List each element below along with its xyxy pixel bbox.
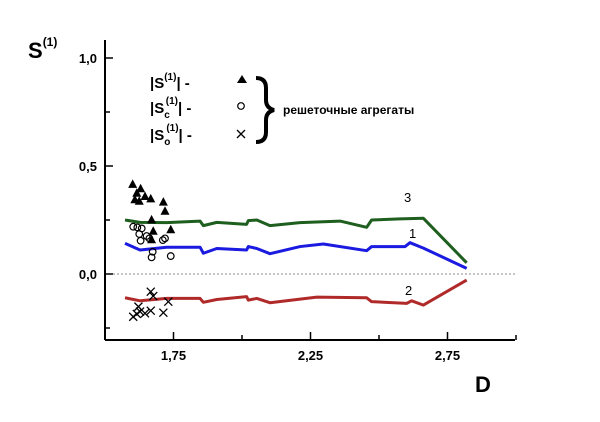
legend-cross-marker	[236, 129, 246, 139]
circle-point	[161, 234, 169, 243]
circle-point	[136, 236, 145, 245]
chart-marks: 3 1 2	[124, 179, 468, 322]
legend-tail: | -	[179, 127, 192, 144]
y-tick-label: 1,0	[79, 51, 97, 66]
legend-base: |S	[150, 100, 164, 117]
series-label-1: 1	[409, 226, 416, 241]
legend-base: |S	[150, 127, 164, 144]
x-axis-label: D	[475, 372, 491, 397]
legend-triangle-marker	[237, 75, 247, 83]
cross-point	[146, 306, 156, 316]
legend-brace	[255, 76, 275, 144]
cross-point	[158, 308, 168, 318]
x-tick-label: 1,75	[161, 348, 186, 363]
cross-point	[132, 309, 142, 319]
legend-entry-2: |So (1)| -	[150, 123, 192, 148]
series-line-3	[124, 216, 468, 264]
axes: 1,0 0,5 0,0 1,75 2,25 2,75	[79, 40, 517, 363]
circle-point	[166, 252, 175, 260]
series-line-2	[124, 278, 468, 307]
circle-point	[129, 222, 138, 231]
legend-tail: | -	[176, 75, 189, 92]
triangle-point	[132, 188, 142, 197]
series-label-3: 3	[404, 190, 411, 205]
cross-point	[148, 291, 158, 301]
legend-base: |S	[150, 75, 164, 92]
triangle-point	[146, 193, 156, 203]
legend-sub: c	[164, 110, 170, 121]
legend-entry-1: |Sc (1)| -	[150, 96, 191, 121]
y-axis-label-sup: (1)	[43, 35, 58, 49]
legend-tail: | -	[178, 100, 191, 117]
x-tick-label: 2,75	[435, 348, 460, 363]
triangle-point	[158, 197, 168, 206]
triangle-point	[166, 224, 176, 234]
circle-point	[148, 247, 157, 256]
triangle-point	[140, 191, 150, 201]
legend-circle-marker	[237, 102, 245, 110]
legend: |S(1)| - |Sc(1)| - |So(1)| - решеточные …	[150, 72, 414, 148]
cross-point	[140, 308, 150, 318]
circle-point	[135, 230, 144, 238]
legend-sub: o	[164, 137, 170, 148]
legend-sup: (1)	[166, 96, 178, 107]
triangle-point	[147, 214, 157, 224]
series-line-1	[124, 241, 468, 270]
triangle-point	[130, 194, 140, 204]
cross-point	[146, 287, 156, 297]
triangle-point	[148, 226, 158, 235]
triangle-point	[160, 206, 170, 215]
legend-sup: (1)	[164, 72, 176, 83]
triangle-point	[128, 179, 138, 188]
triangle-point	[136, 183, 146, 193]
y-axis-label-base: S	[28, 38, 43, 63]
circle-point	[145, 234, 154, 243]
y-tick-label: 0,5	[79, 159, 97, 174]
circle-point	[158, 236, 167, 244]
cross-point	[163, 297, 173, 307]
legend-sup: (1)	[166, 123, 178, 134]
y-axis-label: S(1)	[28, 35, 57, 63]
circle-point	[133, 223, 142, 232]
legend-entry-0: |S(1)| -	[150, 72, 190, 92]
series-label-2: 2	[405, 283, 412, 298]
legend-group-label: решеточные агрегаты	[283, 103, 414, 117]
y-tick-label: 0,0	[79, 267, 97, 282]
circle-point	[147, 253, 156, 262]
x-tick-label: 2,25	[298, 348, 323, 363]
